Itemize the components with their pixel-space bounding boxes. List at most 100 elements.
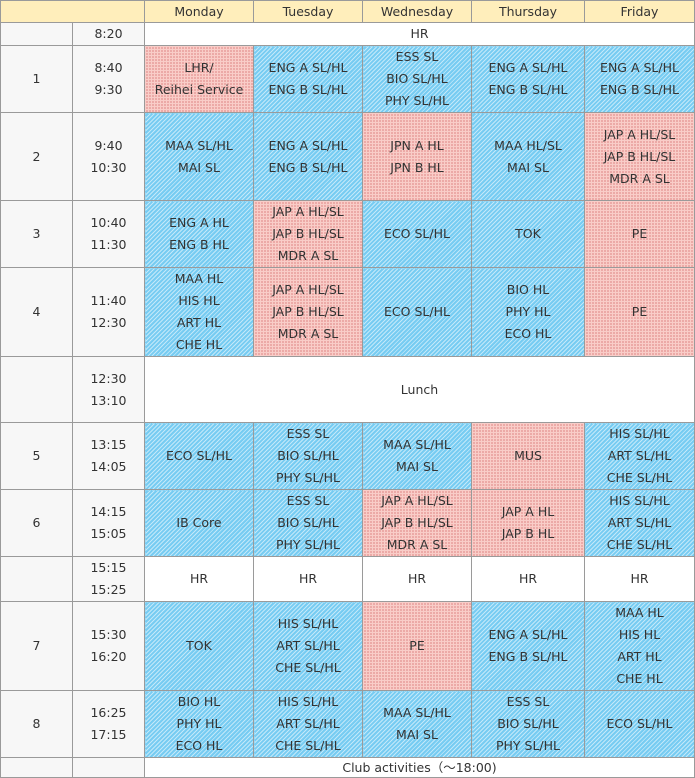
subject-label: ENG B SL/HL: [268, 159, 348, 175]
subject-label: ART HL: [176, 315, 222, 330]
start-time: 11:40: [90, 293, 127, 308]
subject-label: JAP A HL/SL: [272, 204, 344, 219]
class-cell: JPN A HL JPN B HL: [362, 112, 472, 201]
class-cell: JAP A HL/SL JAP B HL/SL MDR A SL: [253, 267, 363, 357]
end-time: 17:15: [90, 727, 127, 742]
subject-label: JPN B HL: [390, 159, 444, 175]
class-cell: MAA SL/HL MAI SL: [144, 112, 254, 201]
end-time: 10:30: [90, 159, 127, 175]
subject-label: CHE HL: [616, 671, 663, 686]
class-cell: ESS SL BIO SL/HL PHY SL/HL: [253, 422, 363, 490]
subject-label: ENG B SL/HL: [268, 82, 348, 97]
subject-label: JAP A HL/SL: [381, 493, 453, 508]
class-cell: MAA HL HIS HL ART HL CHE HL: [584, 601, 695, 691]
subject-label: ECO SL/HL: [606, 716, 673, 731]
subject-label: JAP A HL/SL: [272, 282, 344, 297]
subject-label: JAP B HL/SL: [272, 226, 344, 241]
subject-label: ECO SL/HL: [384, 226, 450, 241]
class-cell: ENG A SL/HL ENG B SL/HL: [253, 45, 363, 113]
class-cell: PE: [584, 267, 695, 357]
club-row: Club activities（～18:00): [0, 757, 695, 778]
subject-label: MAI SL: [396, 459, 438, 474]
subject-label: HIS HL: [618, 627, 661, 642]
subject-label: PE: [631, 304, 648, 319]
class-cell: PE: [362, 601, 472, 691]
subject-label: HIS SL/HL: [277, 694, 339, 709]
subject-label: MDR A SL: [277, 326, 339, 341]
start-time: 16:25: [90, 705, 127, 720]
subject-label: PE: [409, 638, 425, 653]
subject-label: ECO SL/HL: [384, 304, 450, 319]
subject-label: ECO HL: [504, 326, 552, 341]
subject-label: HIS HL: [178, 293, 220, 308]
class-cell: MUS: [471, 422, 585, 490]
period-row: 1 8:40 9:30 LHR/Reihei Service ENG A SL/HL EN…: [0, 45, 695, 113]
period-row: 5 13:15 14:05 ECO SL/HL ESS SL BIO SL/HL PHY S…: [0, 422, 695, 490]
period-row: 2 9:40 10:30 MAA SL/HL MAI SL ENG A SL/HL ENG …: [0, 112, 695, 201]
class-cell: ESS SL BIO SL/HL PHY SL/HL: [253, 489, 363, 557]
hr-row: 8:20 HR: [0, 22, 695, 46]
subject-label: ENG A SL/HL: [268, 60, 348, 75]
subject-label: ART SL/HL: [607, 515, 672, 530]
start-time: 8:40: [94, 60, 123, 75]
subject-label: JAP A HL: [501, 504, 555, 519]
subject-label: HIS SL/HL: [609, 493, 670, 508]
start-time: 15:15: [90, 560, 127, 575]
subject-label: PHY HL: [176, 716, 222, 731]
class-cell: ESS SL BIO SL/HL PHY SL/HL: [362, 45, 472, 113]
period-time: 16:25 17:15: [72, 690, 145, 758]
period-time: 8:40 9:30: [72, 45, 145, 113]
hr-cell: HR: [144, 22, 695, 46]
subject-label: ART HL: [617, 649, 662, 664]
class-cell: MAA HL/SL MAI SL: [471, 112, 585, 201]
period-number: 4: [0, 267, 73, 357]
class-cell: ENG A SL/HL ENG B SL/HL: [584, 45, 695, 113]
class-cell: BIO HL PHY HL ECO HL: [471, 267, 585, 357]
class-cell: MAA HL HIS HL ART HL CHE HL: [144, 267, 254, 357]
subject-label: BIO SL/HL: [277, 515, 339, 530]
subject-label: MDR A SL: [609, 170, 670, 186]
day-header-wednesday: Wednesday: [362, 0, 472, 23]
lunch-row: 12:30 13:10 Lunch: [0, 356, 695, 423]
subject-label: HIS SL/HL: [609, 426, 670, 441]
period-number: 7: [0, 601, 73, 691]
period-time: 11:40 12:30: [72, 267, 145, 357]
subject-label: CHE HL: [175, 337, 223, 352]
class-cell: HIS SL/HL ART SL/HL CHE SL/HL: [584, 422, 695, 490]
class-cell: ECO SL/HL: [584, 690, 695, 758]
period-row: 4 11:40 12:30 MAA HL HIS HL ART HL CHE HL JAP A…: [0, 267, 695, 357]
subject-label: BIO HL: [506, 282, 550, 297]
corner-cell: [0, 0, 145, 23]
subject-label: TOK: [515, 226, 541, 241]
period-number: 3: [0, 200, 73, 268]
class-cell: ENG A SL/HL ENG B SL/HL: [471, 45, 585, 113]
subject-label: JPN A HL: [390, 137, 444, 153]
subject-label: ESS SL: [286, 493, 330, 508]
subject-label: BIO HL: [177, 694, 221, 709]
subject-label: ENG A SL/HL: [488, 627, 568, 642]
subject-label: MAI SL: [396, 727, 438, 742]
end-time: 15:05: [90, 526, 127, 541]
subject-label: MAA SL/HL: [383, 705, 451, 720]
subject-label: ECO SL/HL: [166, 448, 232, 463]
subject-label: MAI SL: [178, 159, 220, 175]
start-time: 15:30: [90, 627, 127, 642]
subject-label: ESS SL: [506, 694, 550, 709]
hr-time: 15:15 15:25: [72, 556, 145, 602]
day-header-thursday: Thursday: [471, 0, 585, 23]
period-time: 10:40 11:30: [72, 200, 145, 268]
subject-label: JAP B HL/SL: [603, 148, 676, 164]
end-time: 9:30: [94, 82, 123, 97]
period-number: 5: [0, 422, 73, 490]
class-cell: PE: [584, 200, 695, 268]
hr-row-afternoon: 15:15 15:25 HR HR HR HR HR: [0, 556, 695, 602]
class-cell: HIS SL/HL ART SL/HL CHE SL/HL: [253, 690, 363, 758]
subject-label: MAI SL: [507, 159, 549, 175]
subject-label: MAA HL: [615, 605, 664, 620]
subject-label: JAP B HL/SL: [272, 304, 344, 319]
subject-label: ENG B HL: [169, 237, 229, 252]
subject-label: TOK: [186, 638, 212, 653]
subject-label: JAP A HL/SL: [603, 126, 676, 142]
subject-label: MAA SL/HL: [383, 437, 451, 452]
subject-label: IB Core: [176, 515, 222, 530]
